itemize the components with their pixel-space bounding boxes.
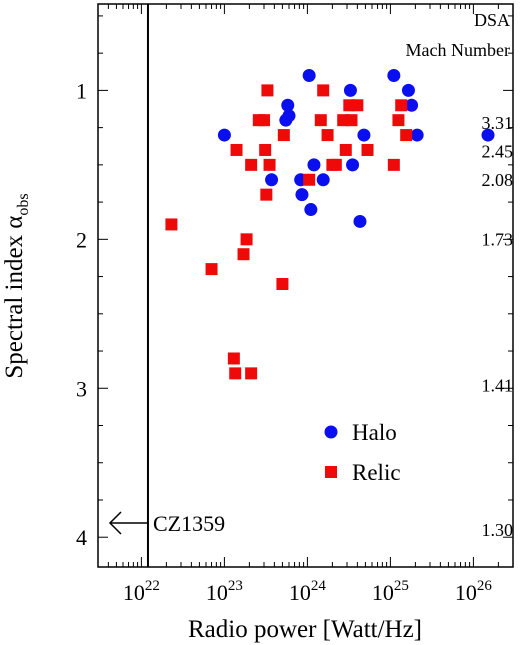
mach-label: 2.45 — [482, 141, 514, 161]
x-axis-label: Radio power [Watt/Hz] — [188, 616, 422, 643]
y-tick-labels: 1 2 3 4 — [76, 78, 87, 550]
halo-point — [387, 68, 401, 82]
relic-point — [245, 158, 258, 171]
relic-point — [245, 367, 258, 380]
relic-point — [165, 218, 178, 231]
relic-point — [339, 143, 352, 156]
relic-point — [276, 278, 289, 291]
relic-point — [387, 158, 400, 171]
relic-point — [351, 99, 364, 112]
halo-point — [307, 158, 321, 172]
x-tick-label-exp: 25 — [394, 578, 409, 594]
y-tick-label: 4 — [76, 525, 87, 550]
relic-point — [263, 158, 276, 171]
x-tick-label: 1024 — [289, 578, 327, 605]
relic-point — [303, 173, 316, 186]
legend-label: Relic — [352, 460, 401, 485]
x-tick-label: 1026 — [455, 578, 493, 605]
mach-label: 1.41 — [482, 375, 514, 395]
relic-point — [321, 129, 334, 142]
x-tick-label-base: 10 — [372, 580, 394, 605]
relic-point — [227, 352, 240, 365]
relic-point — [395, 99, 408, 112]
x-tick-label-base: 10 — [455, 580, 477, 605]
relic-point — [260, 188, 273, 201]
halo-point — [281, 98, 295, 112]
halo-point — [304, 203, 318, 217]
cz1359-label: CZ1359 — [153, 511, 225, 536]
x-tick-labels: 1022 1023 1024 1025 1026 — [123, 578, 493, 605]
halo-point — [346, 158, 360, 172]
axis-ticks — [97, 4, 513, 567]
relic-point — [237, 248, 250, 261]
x-tick-label: 1025 — [372, 578, 409, 605]
relic-point — [258, 114, 270, 127]
mach-label: 3.31 — [482, 113, 514, 133]
halo-point — [405, 98, 419, 112]
halo-point — [217, 128, 231, 142]
y-axis-label-main: Spectral index α — [1, 216, 28, 379]
y-tick-label: 1 — [76, 78, 87, 103]
y-tick-label: 2 — [76, 227, 87, 252]
halo-point — [265, 173, 279, 187]
halo-point — [302, 68, 316, 82]
halo-point — [353, 214, 367, 228]
relic-point — [277, 129, 290, 142]
legend-relic-marker — [325, 466, 337, 478]
y-axis-label-sub: obs — [15, 193, 32, 215]
halo-point — [279, 113, 293, 127]
legend: Halo Relic — [324, 420, 401, 485]
mach-header-dsa: DSA — [474, 10, 510, 30]
relic-point — [240, 233, 253, 246]
mach-header-mach-number: Mach Number — [406, 40, 510, 60]
plot-frame — [97, 3, 514, 568]
relic-point — [400, 129, 413, 142]
relic-point — [392, 114, 405, 127]
relic-point — [205, 263, 218, 276]
mach-label: 1.73 — [482, 229, 514, 249]
x-tick-label-base: 10 — [123, 580, 145, 605]
data-points — [165, 68, 495, 380]
x-tick-label-exp: 24 — [311, 578, 327, 594]
halo-point — [343, 83, 357, 97]
relic-point — [329, 158, 342, 171]
relic-point — [229, 367, 242, 380]
x-tick-label-base: 10 — [206, 580, 228, 605]
cz1359-annotation: CZ1359 — [108, 511, 225, 536]
x-tick-label-exp: 23 — [228, 578, 243, 594]
halo-point — [357, 128, 371, 142]
x-tick-label-exp: 22 — [145, 578, 160, 594]
halo-point — [316, 173, 330, 187]
mach-label: 1.30 — [482, 520, 514, 540]
relic-point — [345, 114, 358, 127]
relic-point — [261, 84, 274, 97]
y-axis-label: Spectral index αobs — [1, 193, 32, 378]
x-tick-label: 1022 — [123, 578, 160, 605]
mach-number-labels: DSA Mach Number 3.31 2.45 2.08 1.73 1.41 1.30 — [406, 10, 513, 540]
legend-label: Halo — [352, 420, 397, 445]
y-tick-label: 3 — [76, 376, 87, 401]
mach-label: 2.08 — [482, 170, 514, 190]
relic-point — [259, 143, 272, 156]
halo-point — [410, 128, 424, 142]
halo-point — [401, 83, 415, 97]
relic-point — [230, 143, 243, 156]
x-tick-label-base: 10 — [289, 580, 311, 605]
x-tick-label-exp: 26 — [477, 578, 493, 594]
x-tick-label: 1023 — [206, 578, 243, 605]
legend-halo-marker — [324, 425, 338, 439]
relic-point — [317, 84, 330, 97]
halo-point — [295, 188, 309, 202]
arrow-head — [108, 511, 122, 535]
halo-point — [481, 128, 495, 142]
relic-point — [361, 143, 374, 156]
relic-point — [314, 114, 327, 127]
